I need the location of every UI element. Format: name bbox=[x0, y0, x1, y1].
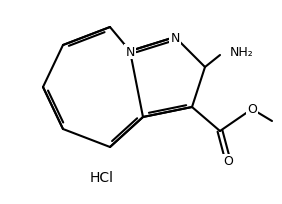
Text: HCl: HCl bbox=[90, 170, 114, 184]
Text: O: O bbox=[247, 103, 257, 116]
Text: O: O bbox=[223, 155, 233, 168]
Text: NH₂: NH₂ bbox=[230, 45, 254, 58]
Text: N: N bbox=[125, 45, 135, 58]
Text: N: N bbox=[170, 31, 180, 44]
